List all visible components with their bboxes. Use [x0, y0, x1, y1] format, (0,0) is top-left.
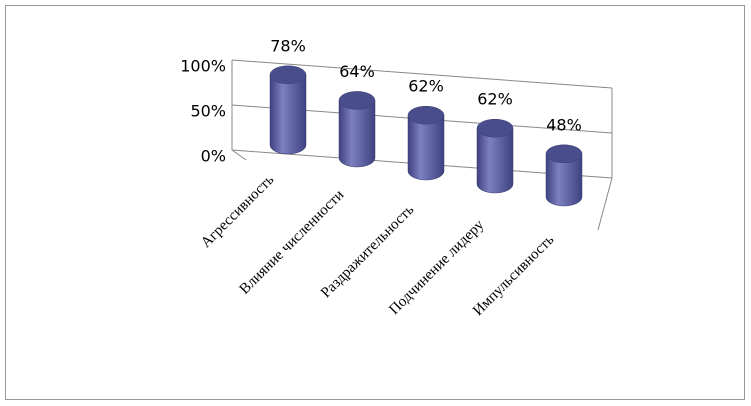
x-tick-label: Подчинение лидеру — [386, 217, 487, 318]
y-tick-label: 50% — [190, 102, 226, 121]
bar — [269, 74, 307, 155]
bar — [476, 127, 514, 194]
bar-top — [545, 144, 583, 164]
frame — [5, 5, 745, 400]
bar-top — [476, 118, 514, 138]
grid-line — [231, 59, 613, 89]
x-tick-label: Раздражительность — [318, 202, 417, 301]
value-label: 64% — [339, 62, 375, 81]
value-label: 62% — [408, 77, 444, 96]
value-label: 48% — [546, 115, 582, 134]
value-label: 78% — [270, 36, 306, 55]
value-label: 62% — [477, 90, 513, 109]
x-tick-label: Импульсивность — [470, 232, 557, 319]
x-tick-label: Агрессивность — [198, 172, 277, 251]
y-tick-label: 0% — [201, 147, 226, 166]
bar — [407, 114, 445, 181]
y-tick-label: 100% — [180, 57, 226, 76]
bar — [545, 153, 583, 207]
floor-edge — [597, 177, 613, 231]
bar — [338, 100, 376, 168]
bar-top — [338, 91, 376, 110]
floor-edge — [231, 149, 247, 161]
bar-top — [407, 105, 445, 125]
bar-top — [269, 65, 307, 85]
